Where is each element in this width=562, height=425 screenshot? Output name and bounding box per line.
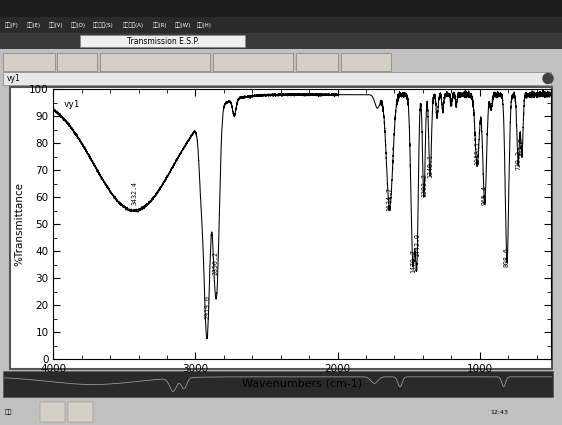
Bar xyxy=(0,398,562,425)
Bar xyxy=(341,53,391,71)
Bar xyxy=(80,35,245,47)
Text: 703.7: 703.7 xyxy=(519,137,525,157)
Bar xyxy=(57,53,97,71)
Text: 运算(O): 运算(O) xyxy=(71,22,86,28)
Text: Transmission E.S.P.: Transmission E.S.P. xyxy=(127,37,199,45)
Text: 965.4: 965.4 xyxy=(482,185,488,205)
Bar xyxy=(0,49,562,73)
Bar xyxy=(10,87,552,369)
Bar xyxy=(0,33,562,49)
Text: 3432.4: 3432.4 xyxy=(131,181,137,205)
Text: 就绪: 就绪 xyxy=(5,409,12,415)
Text: vy1: vy1 xyxy=(64,100,79,109)
Text: 文件(F): 文件(F) xyxy=(5,22,19,28)
Text: 编辑(E): 编辑(E) xyxy=(27,22,41,28)
Y-axis label: %Transmittance: %Transmittance xyxy=(15,182,25,266)
Circle shape xyxy=(543,74,553,83)
Bar xyxy=(213,53,293,71)
Text: 帮助(H): 帮助(H) xyxy=(197,22,212,28)
Bar xyxy=(3,72,551,85)
Text: 12:43: 12:43 xyxy=(490,410,508,414)
Bar xyxy=(68,402,93,422)
Text: 2850.2: 2850.2 xyxy=(212,252,219,275)
Bar xyxy=(0,17,562,33)
Bar xyxy=(0,0,562,17)
Bar xyxy=(3,371,553,397)
Text: 谱图处理(S): 谱图处理(S) xyxy=(93,22,114,28)
Text: 1470.7: 1470.7 xyxy=(410,249,416,273)
Text: 1018.1: 1018.1 xyxy=(474,141,480,165)
Bar xyxy=(296,53,338,71)
Text: 808.6: 808.6 xyxy=(504,247,510,267)
Text: vy1: vy1 xyxy=(7,74,21,83)
X-axis label: Wavenumbers (cm-1): Wavenumbers (cm-1) xyxy=(242,378,362,388)
Text: 2919.0: 2919.0 xyxy=(204,295,210,319)
Text: 1393.2: 1393.2 xyxy=(421,173,427,197)
Text: 报告(R): 报告(R) xyxy=(153,22,167,28)
Text: 1349.1: 1349.1 xyxy=(427,154,433,178)
Text: 谱图分析(A): 谱图分析(A) xyxy=(123,22,144,28)
Bar xyxy=(3,53,55,71)
Bar xyxy=(100,53,210,71)
Text: 1442.0: 1442.0 xyxy=(414,232,420,257)
Bar xyxy=(40,402,65,422)
Text: 视图(V): 视图(V) xyxy=(49,22,64,28)
Text: 窗口(W): 窗口(W) xyxy=(175,22,191,28)
Text: 729.2: 729.2 xyxy=(515,150,521,170)
Text: 1634.7: 1634.7 xyxy=(387,187,392,211)
